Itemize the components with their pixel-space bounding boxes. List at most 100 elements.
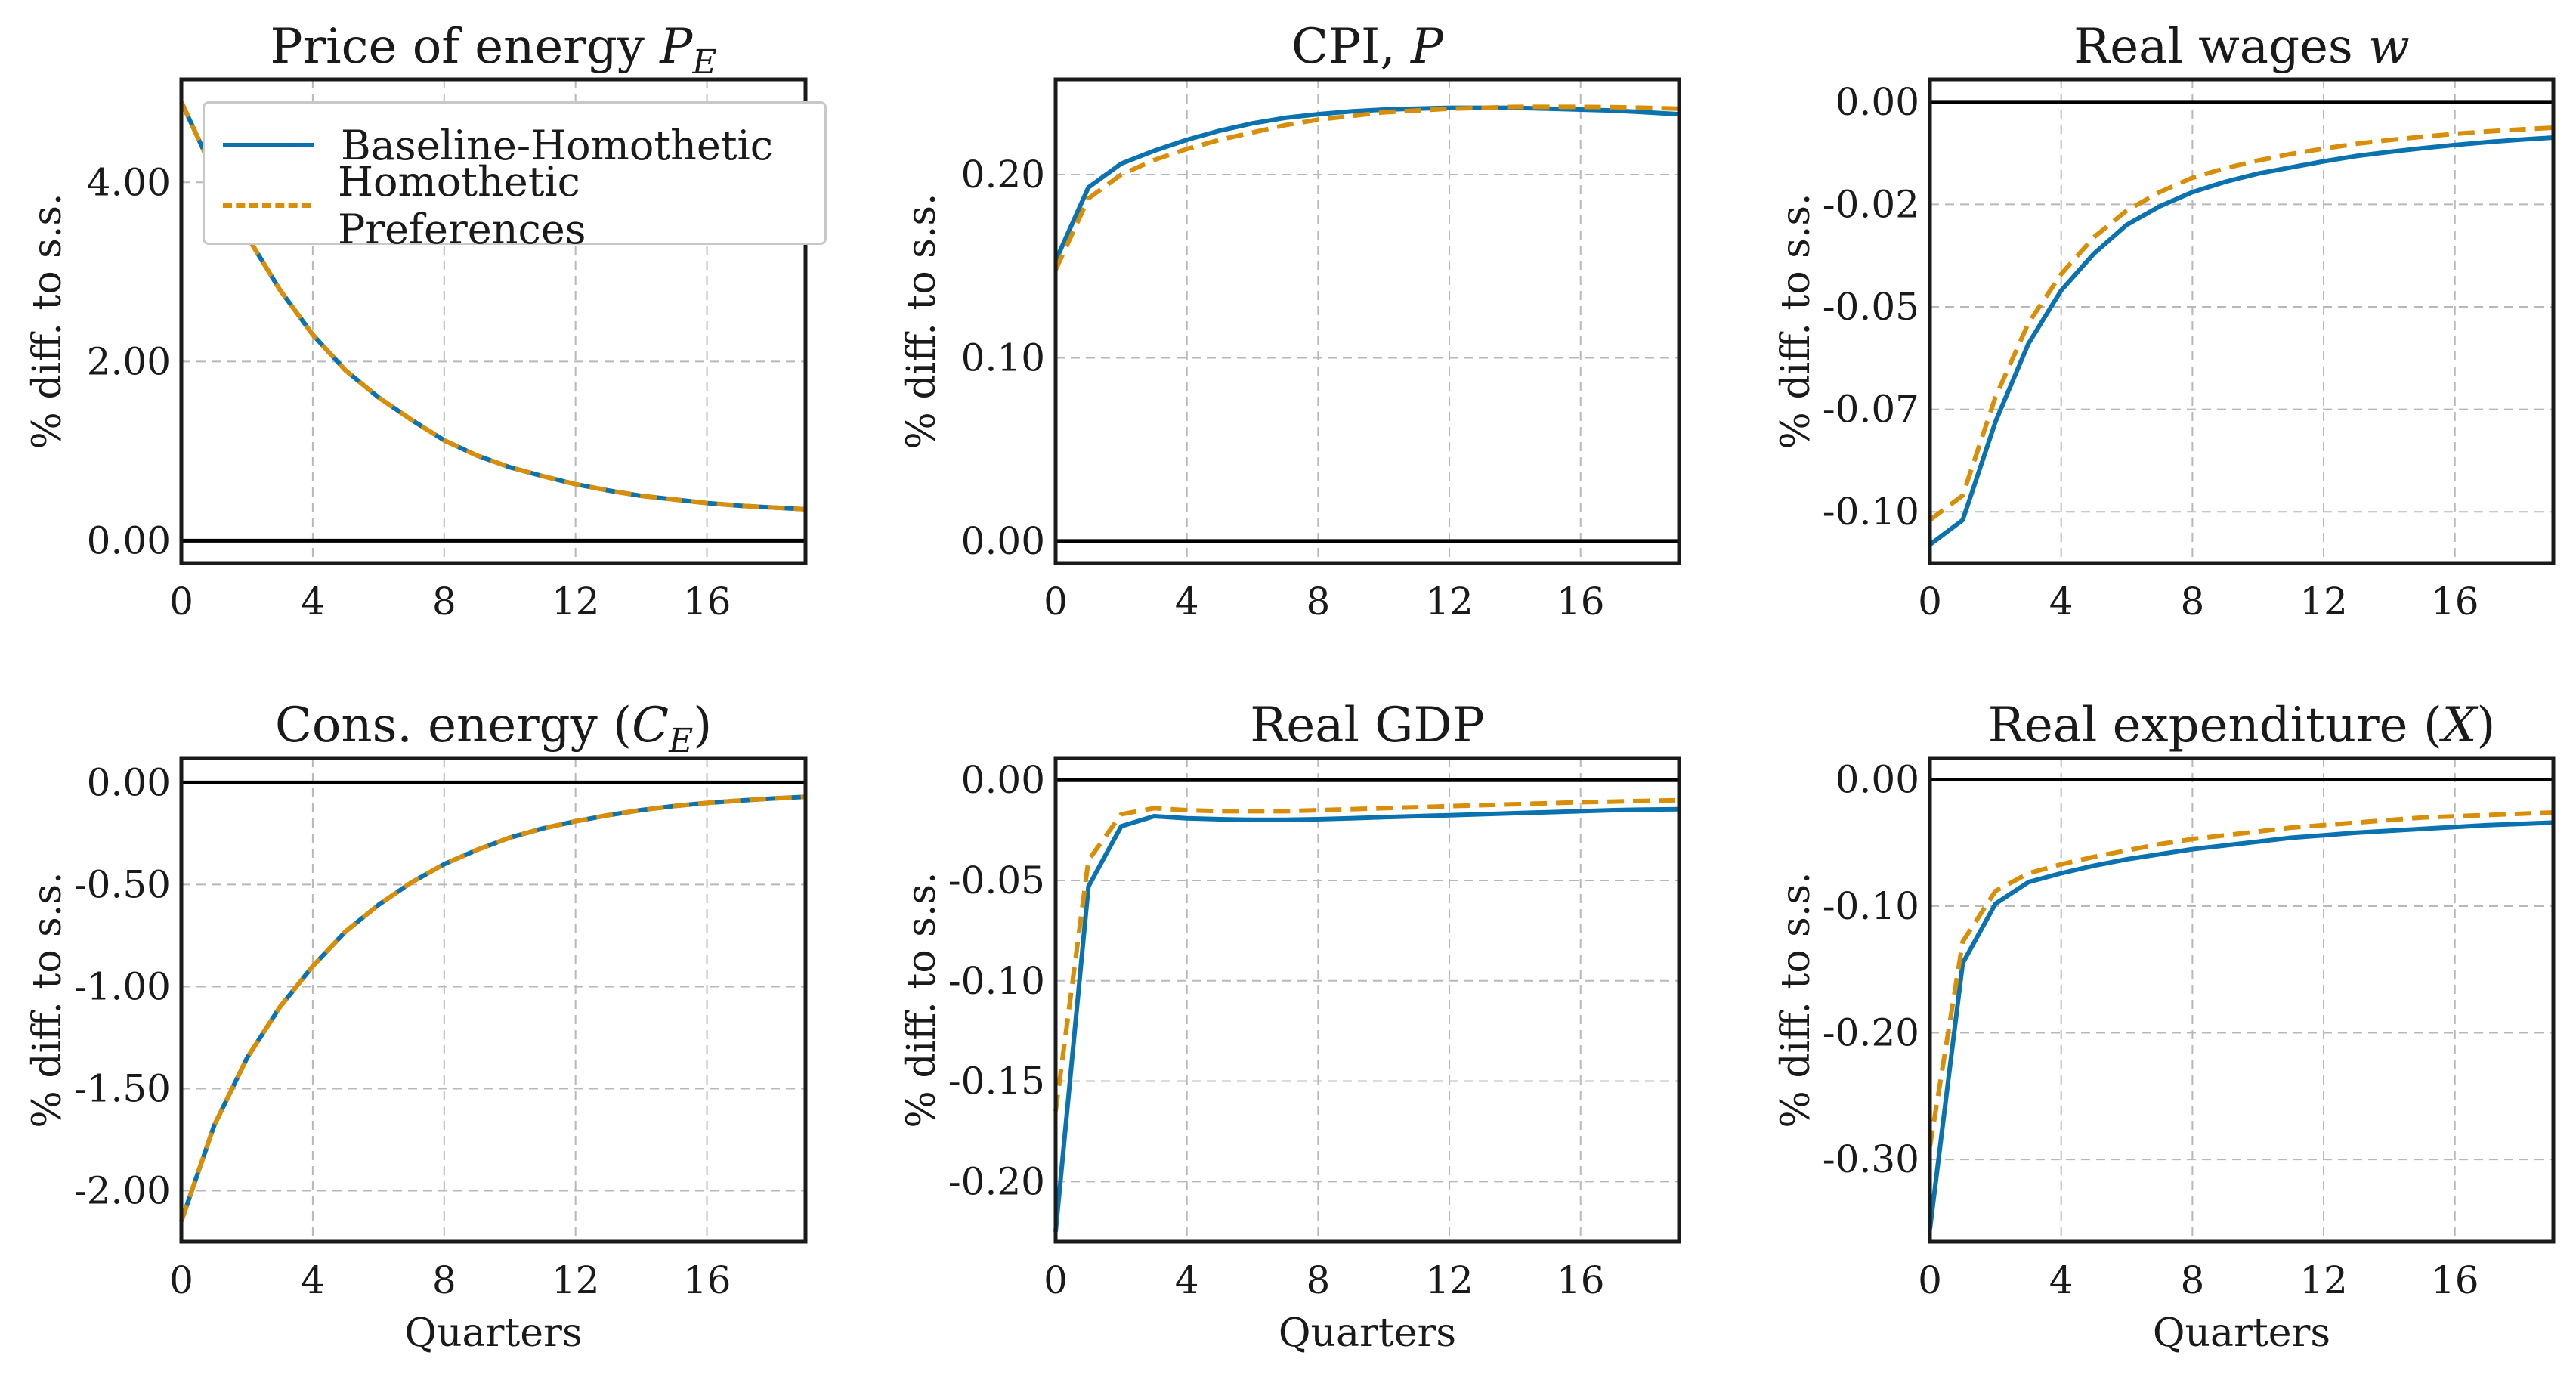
x-tick-label: 8: [432, 580, 456, 624]
x-axis-label: Quarters: [404, 1310, 582, 1356]
series-line-homothetic-preferences: [1053, 104, 1680, 271]
x-tick-label: 8: [1306, 1258, 1330, 1302]
legend-swatch-solid: [223, 143, 314, 147]
y-tick-label: -0.15: [948, 1060, 1045, 1103]
x-tick-label: 0: [1918, 1258, 1942, 1302]
panel-title: Real expenditure (X): [1988, 698, 2496, 753]
x-tick-label: 12: [1425, 580, 1474, 624]
plot-frame: [1053, 77, 1681, 565]
y-tick-label: -1.50: [74, 1066, 171, 1110]
x-tick-label: 4: [2049, 580, 2073, 624]
panel-4: 0 4 8 12 16 0.00 -0.50 -1.00 -1.50 -2.00 Cons. ene…: [25, 698, 808, 1356]
legend-label: Homothetic Preferences: [337, 158, 586, 253]
series-line-baseline-homothetic: [179, 794, 806, 1222]
plot-frame: [1928, 77, 2556, 565]
y-tick-label: 0.10: [961, 336, 1045, 379]
x-tick-label: 16: [683, 1258, 731, 1302]
y-tick-label: -0.10: [1823, 490, 1919, 534]
y-tick-label: -1.00: [74, 964, 171, 1008]
series-line-homothetic-preferences: [1928, 125, 2554, 522]
plot-frame: [179, 756, 808, 1244]
x-tick-label: 4: [301, 1258, 325, 1302]
y-tick-label: -0.20: [948, 1159, 1045, 1203]
series-line-baseline-homothetic: [1928, 135, 2554, 547]
series-line-homothetic-preferences: [1928, 810, 2554, 1147]
y-tick-label: 0.00: [87, 518, 171, 562]
x-tick-label: 4: [301, 580, 325, 624]
x-axis-label: Quarters: [1279, 1310, 1456, 1356]
x-axis-label: Quarters: [2153, 1310, 2330, 1356]
series-line-homothetic-preferences: [1053, 797, 1680, 1112]
legend: Baseline-Homothetic Homothetic Preferenc…: [203, 101, 827, 253]
series-line-baseline-homothetic: [1053, 105, 1680, 262]
x-tick-label: 12: [2299, 580, 2348, 624]
y-axis-label: % diff. to s.s.: [1774, 193, 1819, 449]
x-tick-label: 16: [2431, 580, 2479, 624]
legend-label: Baseline-Homothetic: [341, 121, 774, 169]
y-tick-label: -2.00: [74, 1168, 171, 1212]
panel-title: Real wages w: [2073, 19, 2410, 75]
y-tick-label: -0.50: [74, 862, 171, 906]
y-tick-label: 0.20: [961, 153, 1045, 196]
y-tick-label: -0.30: [1823, 1137, 1919, 1181]
y-tick-label: -0.10: [1823, 884, 1919, 928]
plot-frame: [1053, 756, 1681, 1244]
y-tick-label: -0.05: [1823, 285, 1919, 329]
x-tick-label: 0: [169, 1258, 193, 1302]
x-tick-label: 0: [1044, 1258, 1068, 1302]
x-tick-label: 8: [2180, 580, 2204, 624]
x-tick-label: 16: [1557, 580, 1605, 624]
x-tick-label: 16: [1557, 1258, 1605, 1302]
x-tick-label: 0: [1918, 580, 1942, 624]
x-tick-label: 12: [552, 1258, 600, 1302]
panel-1: 0 4 8 12 16 0.00 2.00 4.00 Price of energy PE % d…: [25, 19, 808, 624]
y-axis-label: % diff. to s.s.: [1774, 871, 1819, 1128]
y-tick-label: 2.00: [87, 339, 171, 383]
y-axis-label: % diff. to s.s.: [25, 871, 70, 1128]
y-axis-label: % diff. to s.s.: [899, 193, 945, 449]
y-tick-label: -0.10: [948, 959, 1045, 1003]
x-tick-label: 16: [2431, 1258, 2479, 1302]
y-tick-label: 0.00: [87, 760, 171, 804]
panel-title: Real GDP: [1250, 698, 1485, 753]
panel-2: 0 4 8 12 16 0.00 0.10 0.20 CPI, P % diff. to s.s.: [899, 19, 1681, 624]
series-line-baseline-homothetic: [1928, 820, 2554, 1230]
panel-title: Cons. energy (CE): [275, 698, 712, 760]
panel-3: 0 4 8 12 16 0.00 -0.02 -0.05 -0.07 -0.10 Real wage…: [1774, 19, 2556, 624]
x-tick-label: 0: [1044, 580, 1068, 624]
y-tick-label: 0.00: [961, 519, 1045, 563]
y-tick-label: -0.20: [1823, 1011, 1919, 1055]
panel-title: Price of energy PE: [271, 19, 717, 82]
y-axis-label: % diff. to s.s.: [899, 871, 945, 1128]
y-axis-label: % diff. to s.s.: [25, 193, 70, 449]
x-tick-label: 8: [432, 1258, 456, 1302]
y-tick-label: -0.02: [1823, 182, 1919, 226]
x-tick-label: 12: [2299, 1258, 2348, 1302]
legend-swatch-dashed: [223, 203, 311, 208]
y-tick-label: 4.00: [87, 160, 171, 204]
plot-frame: [179, 77, 808, 565]
legend-item-baseline: Baseline-Homothetic: [223, 119, 773, 172]
x-tick-label: 4: [2049, 1258, 2073, 1302]
plot-frame: [1928, 756, 2556, 1244]
y-tick-label: -0.05: [948, 859, 1045, 902]
x-tick-label: 12: [1425, 1258, 1474, 1302]
x-tick-label: 4: [1175, 580, 1199, 624]
y-tick-label: 0.00: [1835, 80, 1919, 124]
series-line-homothetic-preferences: [179, 794, 806, 1222]
x-tick-label: 0: [169, 580, 193, 624]
x-tick-label: 16: [683, 580, 731, 624]
legend-item-homothetic: Homothetic Preferences: [223, 158, 824, 253]
x-tick-label: 4: [1175, 1258, 1199, 1302]
y-tick-label: -0.07: [1823, 388, 1919, 432]
y-tick-label: 0.00: [961, 758, 1045, 802]
x-tick-label: 8: [1306, 580, 1330, 624]
series-line-baseline-homothetic: [1053, 806, 1680, 1232]
x-tick-label: 12: [552, 580, 600, 624]
panel-5: 0 4 8 12 16 0.00 -0.05 -0.10 -0.15 -0.20 Real GDP%…: [899, 698, 1681, 1356]
x-tick-label: 8: [2180, 1258, 2204, 1302]
y-tick-label: 0.00: [1835, 757, 1919, 801]
panel-6: 0 4 8 12 16 0.00 -0.10 -0.20 -0.30 Real expenditu…: [1774, 698, 2556, 1356]
panel-title: CPI, P: [1291, 19, 1444, 75]
